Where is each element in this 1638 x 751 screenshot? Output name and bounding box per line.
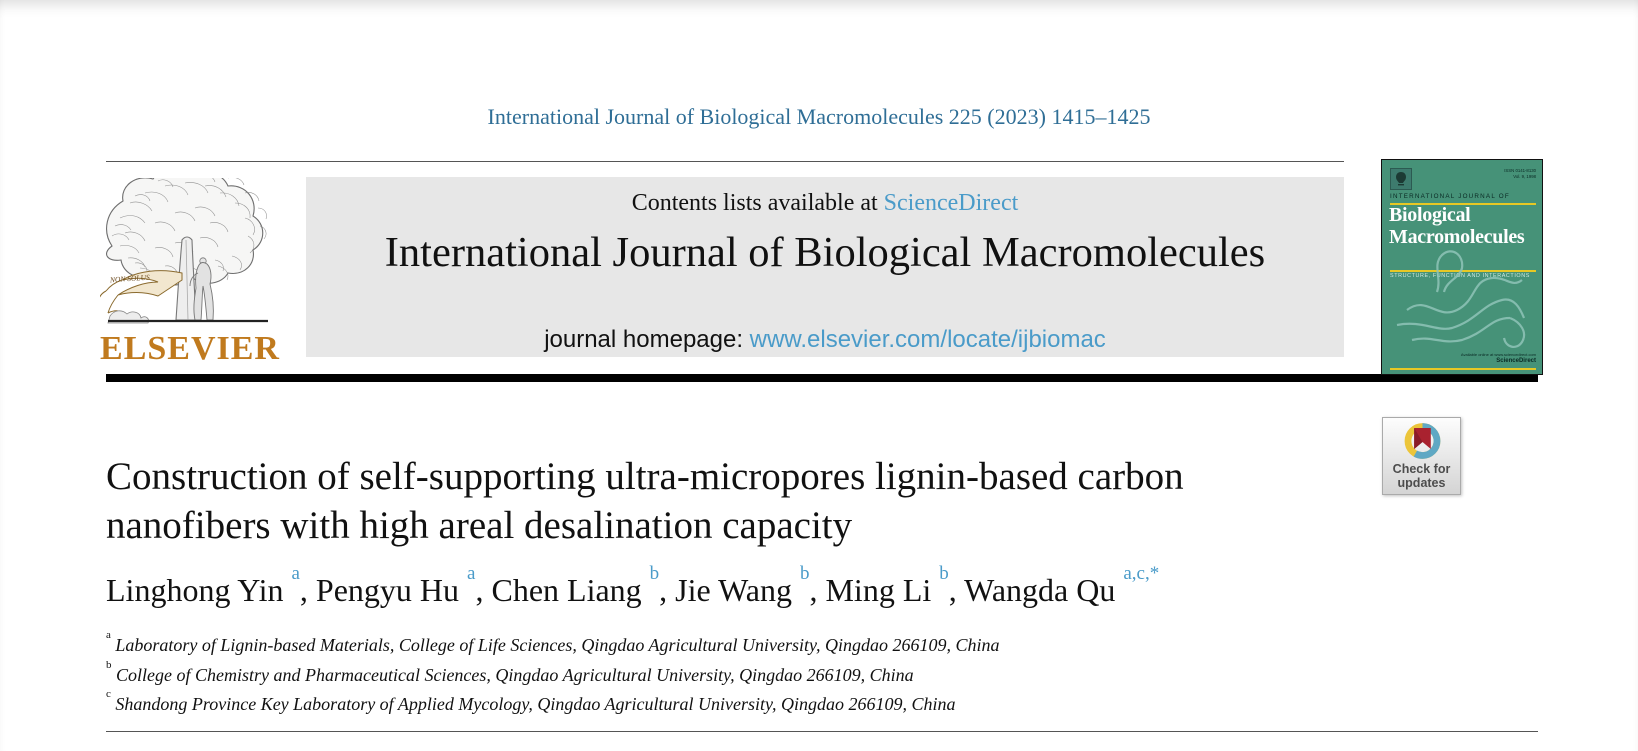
svg-text:NON SOLUS: NON SOLUS <box>109 273 151 285</box>
